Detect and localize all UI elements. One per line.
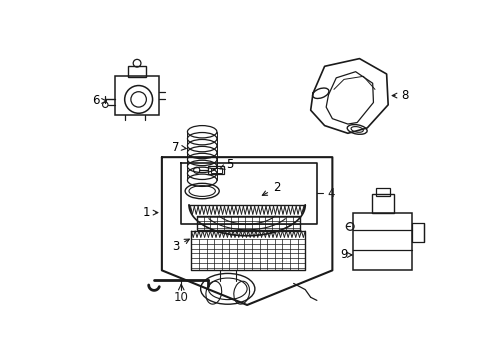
Bar bbox=[411, 222, 423, 242]
Text: 8: 8 bbox=[391, 89, 407, 102]
Text: 1: 1 bbox=[142, 206, 158, 219]
Bar bbox=[352, 213, 411, 270]
Text: 6: 6 bbox=[92, 94, 106, 107]
Bar bbox=[210, 168, 221, 172]
Bar bbox=[127, 66, 146, 77]
Text: 10: 10 bbox=[173, 291, 188, 304]
Text: 5: 5 bbox=[220, 158, 233, 171]
Text: 9: 9 bbox=[340, 248, 351, 261]
Text: 4: 4 bbox=[326, 187, 334, 200]
Text: 2: 2 bbox=[262, 181, 280, 195]
Bar bbox=[115, 76, 159, 115]
Text: 3: 3 bbox=[172, 239, 189, 253]
Bar bbox=[371, 194, 393, 213]
Text: 7: 7 bbox=[172, 141, 186, 154]
Bar bbox=[375, 188, 389, 195]
Bar bbox=[208, 166, 224, 174]
